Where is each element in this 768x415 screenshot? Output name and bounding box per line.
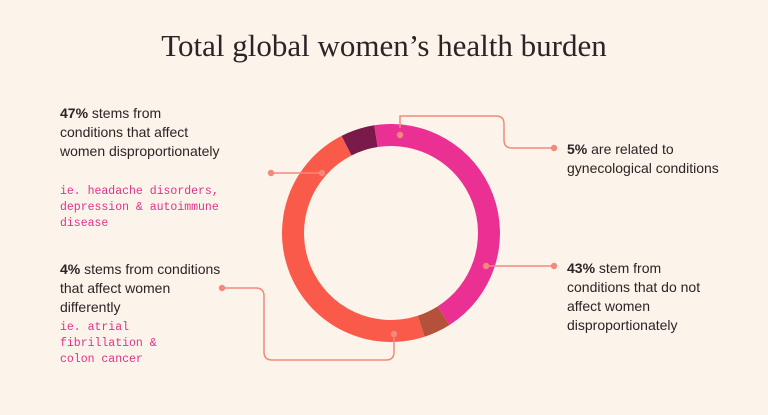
callout-47-text: stems from conditions that affect women … xyxy=(60,105,220,159)
leader-dot-5a xyxy=(396,131,404,139)
leader-lines xyxy=(218,115,558,361)
callout-43: 43% stem from conditions that do not aff… xyxy=(567,259,717,335)
callout-47-example: ie. headache disorders, depression & aut… xyxy=(60,185,219,230)
callout-4-example: ie. atrial fibrillation & colon cancer xyxy=(60,321,157,366)
leader-line-5 xyxy=(399,115,554,149)
donut-slice-4 xyxy=(417,306,450,337)
leader-dot-5b xyxy=(550,144,558,152)
callout-4-percent: 4% xyxy=(60,261,81,277)
callout-43-text: stem from conditions that do not affect … xyxy=(567,260,701,333)
donut-slice-47 xyxy=(282,135,425,342)
donut-slice-5 xyxy=(341,125,378,156)
leader-dot-4a xyxy=(218,284,226,292)
leader-dot-47b xyxy=(318,169,326,177)
leader-dot-4b xyxy=(390,330,398,338)
callout-47: 47% stems from conditions that affect wo… xyxy=(60,104,225,161)
leader-dot-43b xyxy=(550,262,558,270)
leader-line-4 xyxy=(222,287,395,361)
leader-dot-43a xyxy=(482,262,490,270)
callout-4: 4% stems from conditions that affect wom… xyxy=(60,260,225,317)
chart-title: Total global women’s health burden xyxy=(161,28,607,63)
donut-slice-43 xyxy=(374,124,500,325)
callout-47-percent: 47% xyxy=(60,105,89,121)
callout-5: 5% are related to gynecological conditio… xyxy=(567,140,727,178)
callout-43-percent: 43% xyxy=(567,260,596,276)
callout-4-text: stems from conditions that affect women … xyxy=(60,261,221,315)
leader-dot-47a xyxy=(267,169,275,177)
callout-5-text: are related to gynecological conditions xyxy=(567,141,719,176)
callout-5-percent: 5% xyxy=(567,141,588,157)
